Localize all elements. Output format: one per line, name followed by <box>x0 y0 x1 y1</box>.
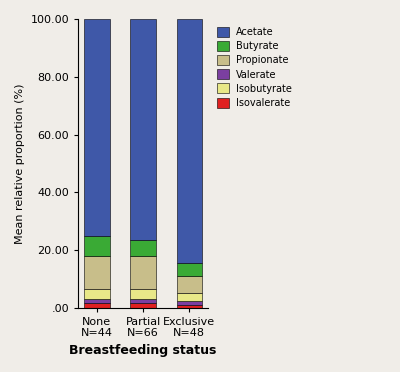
Bar <box>130 299 156 304</box>
Bar <box>176 301 202 305</box>
Bar <box>176 305 202 308</box>
Bar <box>84 299 110 304</box>
Legend: Acetate, Butyrate, Propionate, Valerate, Isobutyrate, Isovalerate: Acetate, Butyrate, Propionate, Valerate,… <box>214 24 295 111</box>
Bar <box>176 263 202 276</box>
Y-axis label: Mean relative proportion (%): Mean relative proportion (%) <box>15 83 25 244</box>
Bar <box>130 240 156 256</box>
Bar <box>130 304 156 308</box>
Bar <box>84 304 110 308</box>
Bar <box>176 294 202 301</box>
Bar <box>84 19 110 235</box>
Bar <box>130 19 156 240</box>
Bar <box>84 289 110 299</box>
Bar <box>84 235 110 256</box>
Bar <box>84 256 110 289</box>
Bar <box>130 256 156 289</box>
Bar <box>130 289 156 299</box>
Bar <box>176 19 202 263</box>
X-axis label: Breastfeeding status: Breastfeeding status <box>69 344 217 357</box>
Bar <box>176 276 202 294</box>
